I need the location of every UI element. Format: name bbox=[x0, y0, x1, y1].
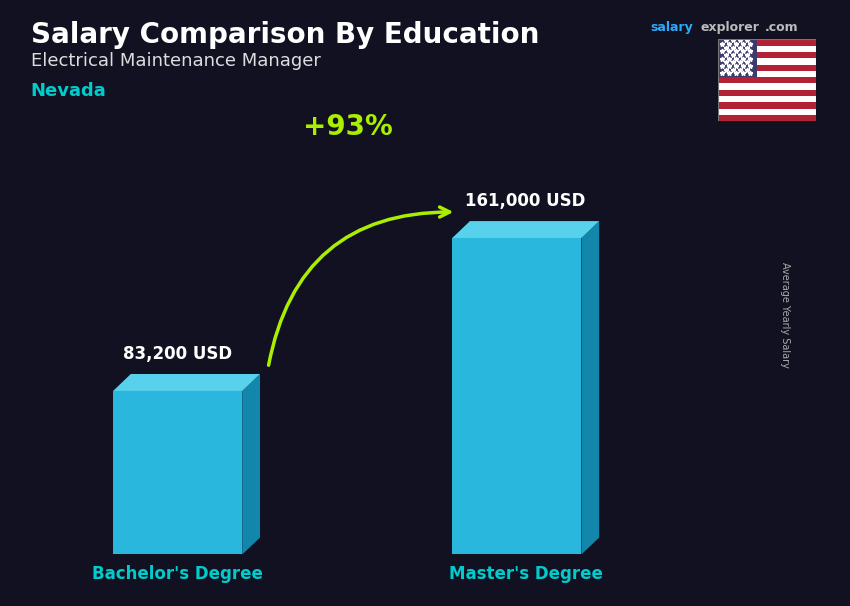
Bar bbox=[718, 90, 816, 96]
Polygon shape bbox=[113, 391, 242, 554]
Text: Bachelor's Degree: Bachelor's Degree bbox=[92, 565, 264, 584]
Bar bbox=[718, 71, 816, 77]
Bar bbox=[718, 108, 816, 115]
Bar bbox=[718, 39, 816, 45]
Polygon shape bbox=[0, 0, 808, 606]
Text: Salary Comparison By Education: Salary Comparison By Education bbox=[31, 21, 539, 49]
Bar bbox=[718, 84, 816, 90]
Polygon shape bbox=[452, 238, 581, 554]
Bar bbox=[718, 45, 816, 52]
Bar bbox=[718, 77, 816, 84]
Bar bbox=[718, 65, 816, 71]
Text: Nevada: Nevada bbox=[31, 82, 106, 100]
Bar bbox=[718, 115, 816, 121]
Polygon shape bbox=[242, 374, 260, 554]
Text: 161,000 USD: 161,000 USD bbox=[466, 192, 586, 210]
Polygon shape bbox=[581, 221, 599, 554]
Text: 83,200 USD: 83,200 USD bbox=[123, 345, 232, 363]
Polygon shape bbox=[452, 221, 599, 238]
Text: Electrical Maintenance Manager: Electrical Maintenance Manager bbox=[31, 52, 320, 70]
Text: Average Yearly Salary: Average Yearly Salary bbox=[780, 262, 790, 368]
Bar bbox=[718, 102, 816, 108]
Polygon shape bbox=[113, 374, 260, 391]
Bar bbox=[718, 96, 816, 102]
Text: explorer: explorer bbox=[700, 21, 759, 34]
Text: +93%: +93% bbox=[303, 113, 393, 141]
Text: .com: .com bbox=[765, 21, 798, 34]
Bar bbox=[718, 58, 816, 65]
Text: salary: salary bbox=[650, 21, 693, 34]
Text: Master's Degree: Master's Degree bbox=[449, 565, 603, 584]
Bar bbox=[718, 39, 757, 77]
Bar bbox=[718, 52, 816, 58]
